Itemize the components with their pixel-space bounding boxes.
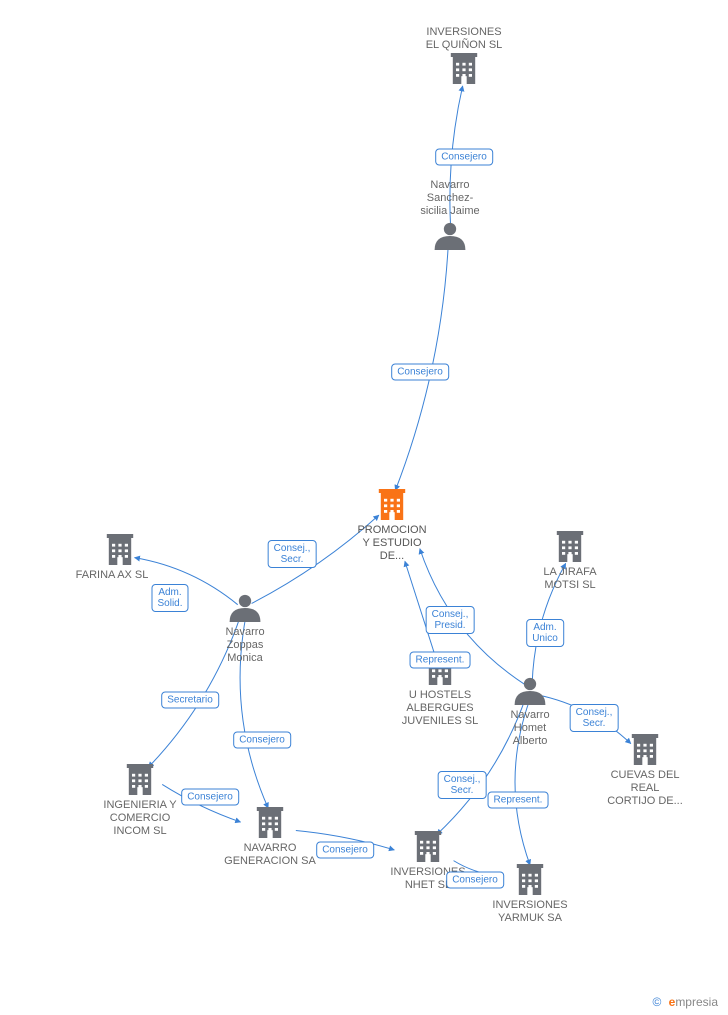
diagram-canvas xyxy=(0,0,728,1015)
edge xyxy=(162,784,240,822)
edge xyxy=(532,563,566,683)
building-icon xyxy=(415,831,441,862)
person-icon xyxy=(435,223,466,250)
edge xyxy=(252,515,379,603)
edge xyxy=(296,831,394,850)
person-icon xyxy=(230,595,261,622)
edge xyxy=(454,861,497,876)
brand-rest: mpresia xyxy=(675,995,718,1009)
edge xyxy=(148,615,241,767)
edge xyxy=(405,561,438,663)
edge xyxy=(515,699,530,865)
footer-attribution: © empresia xyxy=(652,995,718,1009)
edge xyxy=(395,244,448,491)
building-icon xyxy=(557,531,583,562)
building-icon xyxy=(427,654,453,685)
copyright-symbol: © xyxy=(652,995,661,1009)
edge xyxy=(240,616,268,808)
edge xyxy=(437,698,526,835)
building-icon xyxy=(632,734,658,765)
edge xyxy=(450,86,463,228)
edge xyxy=(537,695,631,744)
building-icon xyxy=(127,764,153,795)
building-icon xyxy=(451,53,477,84)
edge xyxy=(135,558,238,605)
building-icon xyxy=(257,807,283,838)
building-icon xyxy=(107,534,133,565)
person-icon xyxy=(515,678,546,705)
building-icon xyxy=(517,864,543,895)
building-icon xyxy=(379,489,405,520)
